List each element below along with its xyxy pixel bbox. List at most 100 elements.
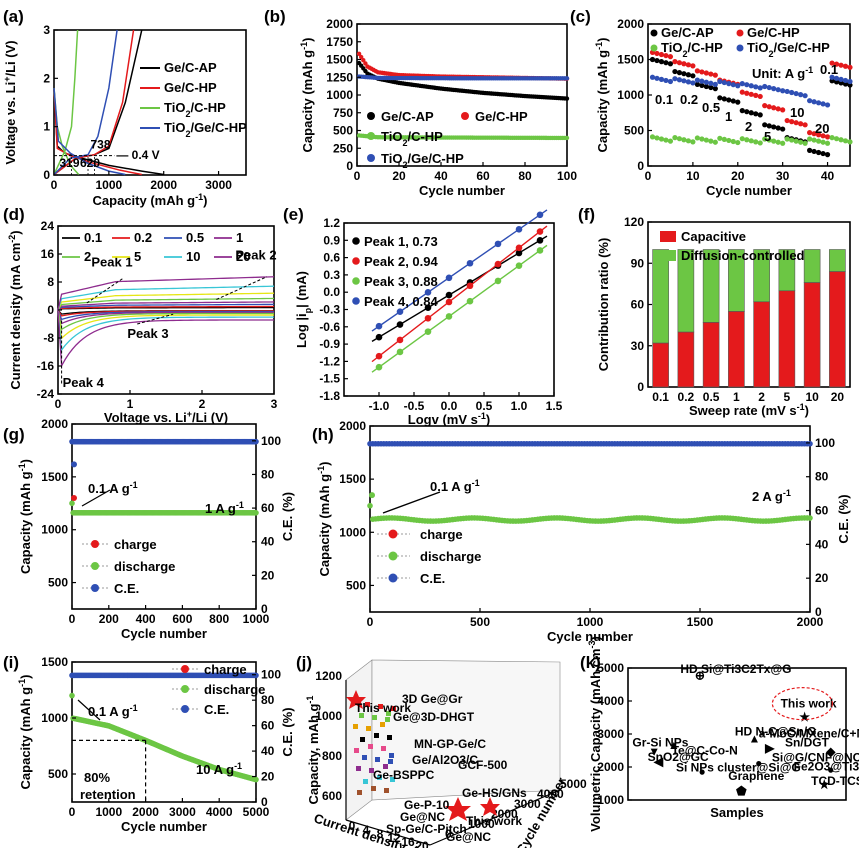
- data-point: [445, 298, 453, 306]
- label-part: -1: [130, 703, 138, 713]
- label-part: 0.1 A g: [88, 704, 130, 719]
- x-tick-label: 1: [733, 390, 740, 404]
- y-tick-label: -1.8: [319, 389, 340, 403]
- sample-marker: ▼: [648, 745, 660, 759]
- label-part: Volumetric Capacity (mAh cm: [588, 649, 603, 832]
- data-point: [424, 289, 432, 296]
- data-point: [735, 99, 741, 105]
- legend-label: TiO2/Ge/C-HP: [164, 120, 247, 139]
- data-point: [712, 86, 718, 92]
- data-point: [717, 95, 723, 101]
- data-point: [807, 130, 813, 136]
- legend-marker: [181, 665, 189, 673]
- note: 10 A g-1: [196, 761, 242, 777]
- y-axis-label: Contribution ratio (%): [596, 238, 611, 372]
- label-part: p: [303, 307, 313, 313]
- panel-label: (i): [3, 653, 19, 672]
- data-point: [389, 753, 394, 758]
- x-tick-label: 1000: [95, 805, 122, 819]
- point-label: GCF-500: [458, 758, 508, 772]
- data-point: [820, 101, 826, 107]
- y-tick-label: 800: [322, 749, 342, 763]
- legend-label: discharge: [114, 559, 175, 574]
- data-point: [771, 124, 777, 130]
- data-point: [515, 249, 523, 257]
- legend-label: Diffusion-controlled: [681, 248, 805, 263]
- x-tick-label: 3: [271, 397, 278, 411]
- label-part: TiO: [661, 40, 682, 55]
- label-part: ): [203, 193, 207, 208]
- x-tick-label: 2: [199, 397, 206, 411]
- data-point: [789, 119, 795, 125]
- y-tick-label: 1000: [597, 793, 624, 807]
- data-point: [753, 111, 759, 117]
- cv-curve: [57, 309, 275, 331]
- legend-label: 1: [236, 230, 243, 245]
- x-tick-label: 2000: [132, 805, 159, 819]
- legend-marker: [352, 277, 360, 285]
- data-point: [676, 70, 683, 76]
- label-part: ): [300, 38, 315, 42]
- data-point: [667, 138, 674, 144]
- y-tick-label: 250: [333, 141, 353, 155]
- legend-swatch: [660, 231, 676, 242]
- bar-capacitive: [829, 271, 846, 388]
- y-tick-label: 500: [48, 767, 68, 781]
- discharge-point: [253, 510, 259, 516]
- data-point: [536, 228, 544, 235]
- data-point: [766, 104, 772, 110]
- panel-label: (d): [3, 205, 25, 224]
- legend-marker: [461, 112, 469, 120]
- panel-label: (c): [570, 7, 591, 26]
- data-point: [784, 117, 790, 124]
- y2-tick-label: 100: [815, 436, 835, 450]
- peak-trend: [86, 278, 124, 304]
- label-part: /Ge/C-HP: [407, 151, 464, 166]
- data-point: [766, 84, 772, 91]
- label-part: 1 A g: [205, 501, 236, 516]
- data-point: [847, 139, 853, 145]
- data-point: [730, 82, 736, 88]
- label-part: 2: [402, 160, 407, 170]
- legend-label: Capacitive: [681, 229, 746, 244]
- bar-diffusion: [677, 249, 695, 333]
- sample-label: Fe2O3@Ti3C2: [794, 759, 859, 773]
- x-tick-label: 1.0: [511, 399, 528, 413]
- legend-label: Peak 1, 0.73: [364, 234, 438, 249]
- y2-axis-label: C.E. (%): [836, 494, 851, 543]
- data-point: [833, 61, 840, 67]
- legend-label: Ge/C-HP: [164, 80, 217, 95]
- bar-capacitive: [652, 342, 669, 388]
- data-point: [739, 108, 745, 114]
- data-point: [368, 744, 373, 749]
- y-tick-label: 0: [346, 159, 353, 173]
- x-tick-label: 60: [476, 169, 490, 183]
- legend-label: Ge/C-AP: [164, 60, 217, 75]
- label-part: Current density (mA cm: [8, 243, 23, 390]
- x-tick-label: 5: [784, 390, 791, 404]
- z-tick-label: 2000: [491, 807, 518, 821]
- y-axis-label: Volumetric Capacity (mAh cm-3): [587, 636, 603, 832]
- ce-point: [253, 438, 259, 445]
- legend-marker: [367, 132, 375, 140]
- data-point: [685, 79, 692, 85]
- x-axis-label: Cycle number: [547, 629, 633, 644]
- data-point: [771, 138, 777, 144]
- cv-curve: [57, 309, 275, 321]
- data-point: [847, 64, 853, 70]
- data-point: [807, 98, 813, 104]
- data-point: [726, 81, 732, 87]
- data-point: [744, 137, 750, 143]
- label-part: Capacity (mAh g: [18, 687, 33, 790]
- label-part: -1: [130, 480, 138, 490]
- label-part: Voltage vs. Li: [3, 82, 18, 165]
- cv-curve: [57, 309, 275, 325]
- data-point: [381, 746, 386, 751]
- discharge-curve: [53, 87, 126, 176]
- data-point: [780, 88, 786, 94]
- x-tick-label: 0: [349, 819, 356, 833]
- y2-tick-label: 80: [261, 467, 275, 481]
- data-point: [807, 136, 813, 142]
- this-work-star: [346, 690, 366, 709]
- data-point: [649, 56, 656, 63]
